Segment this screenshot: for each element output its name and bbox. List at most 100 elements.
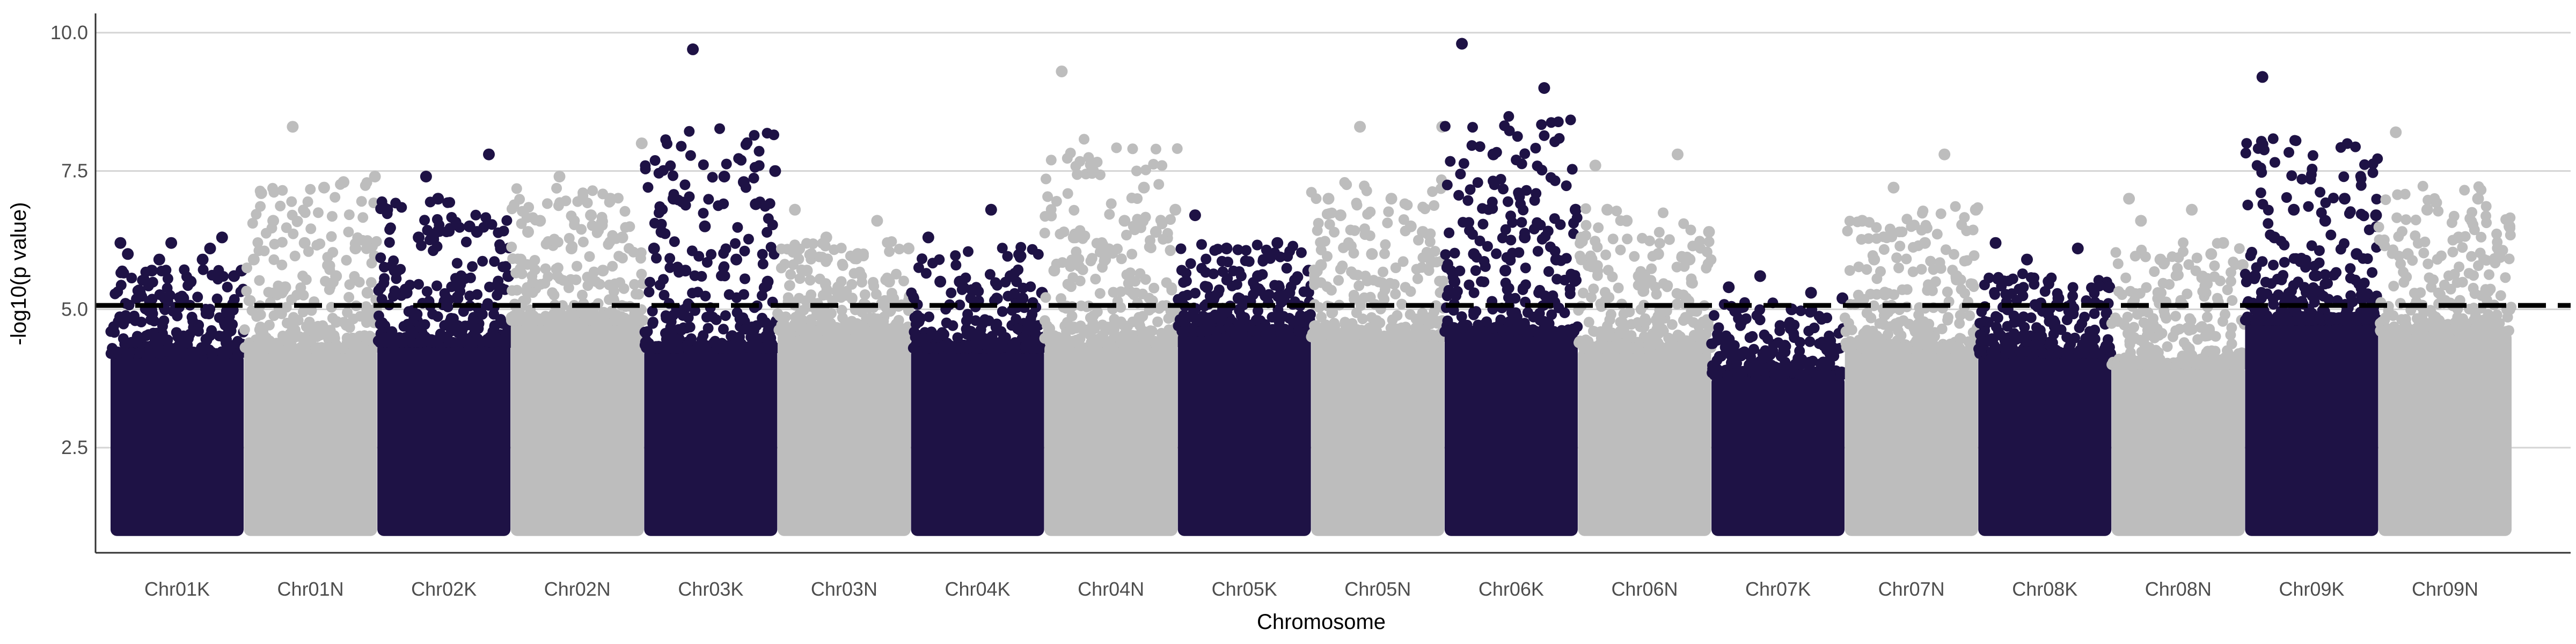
data-point xyxy=(1503,111,1514,122)
chromosome-group-chr04k xyxy=(906,203,1049,536)
data-point xyxy=(315,330,326,341)
data-point xyxy=(1468,309,1479,320)
data-point xyxy=(1235,310,1247,321)
data-point xyxy=(1664,234,1675,245)
x-axis-title: Chromosome xyxy=(1257,610,1386,634)
data-point xyxy=(875,324,886,335)
data-point xyxy=(2089,333,2101,345)
peak-point xyxy=(597,265,609,277)
data-point xyxy=(2262,288,2273,299)
data-point xyxy=(1514,324,1526,335)
x-tick-label: Chr06N xyxy=(1611,578,1678,600)
x-tick-label: Chr01K xyxy=(144,578,210,600)
data-point xyxy=(1292,314,1303,326)
data-point xyxy=(486,337,497,348)
peak-point xyxy=(267,215,280,227)
data-point xyxy=(313,207,324,218)
data-point xyxy=(1391,331,1402,342)
data-point xyxy=(718,198,729,209)
data-point xyxy=(298,306,309,318)
data-point xyxy=(1487,323,1498,334)
data-point xyxy=(1464,225,1475,236)
data-point xyxy=(594,279,605,290)
data-point xyxy=(1443,259,1453,270)
data-point xyxy=(1130,276,1141,287)
data-point xyxy=(2322,278,2333,289)
data-point xyxy=(2468,270,2479,281)
data-point xyxy=(252,237,264,248)
data-point xyxy=(1181,275,1192,287)
data-point xyxy=(1439,121,1451,132)
data-point xyxy=(1185,258,1196,269)
peak-point xyxy=(2504,220,2515,232)
data-point xyxy=(775,262,787,274)
data-point xyxy=(253,245,265,257)
data-point xyxy=(2335,312,2346,324)
data-point xyxy=(2398,277,2410,288)
chromosome-group-chr06k xyxy=(1439,38,1583,536)
peak-point xyxy=(1703,226,1715,238)
data-point xyxy=(1166,282,1177,294)
data-point xyxy=(442,197,453,208)
data-point xyxy=(1592,241,1603,253)
data-point xyxy=(2418,326,2429,337)
data-point xyxy=(1108,287,1119,298)
data-point xyxy=(1440,325,1452,336)
data-point xyxy=(2467,207,2478,218)
data-point xyxy=(133,333,144,345)
data-point xyxy=(2246,246,2257,258)
peak-point xyxy=(903,243,914,254)
peak-point xyxy=(1048,265,1060,277)
dense-points-block xyxy=(2379,331,2512,536)
data-point xyxy=(501,215,513,226)
data-point xyxy=(2140,251,2151,262)
data-point xyxy=(1061,336,1072,347)
data-point xyxy=(2433,324,2443,334)
data-point xyxy=(1518,204,1529,216)
data-point xyxy=(500,261,511,272)
peak-point xyxy=(616,231,628,244)
peak-point xyxy=(1468,248,1480,260)
data-point xyxy=(1382,217,1393,229)
data-point xyxy=(2448,210,2460,222)
data-point xyxy=(1536,233,1548,245)
data-point xyxy=(1891,252,1902,264)
data-point xyxy=(303,246,314,257)
data-point xyxy=(2324,315,2336,326)
data-point xyxy=(1936,323,1948,334)
y-tick-label: 5.0 xyxy=(61,298,88,320)
data-point xyxy=(2363,224,2375,236)
data-point xyxy=(1795,305,1806,317)
data-point xyxy=(441,292,452,303)
data-point xyxy=(1150,143,1161,155)
data-point xyxy=(1580,203,1591,214)
data-point xyxy=(2029,272,2040,283)
data-point xyxy=(2101,308,2112,319)
data-point xyxy=(552,262,564,274)
data-point xyxy=(703,194,714,205)
peak-point xyxy=(2236,259,2249,271)
peak-point xyxy=(2268,231,2280,244)
data-point xyxy=(1505,210,1516,222)
data-point xyxy=(1491,248,1502,259)
data-point xyxy=(2409,288,2420,299)
data-point xyxy=(785,269,796,280)
data-point xyxy=(1405,286,1416,297)
data-point xyxy=(2468,282,2479,294)
data-point xyxy=(1298,286,1309,297)
y-tick-label: 7.5 xyxy=(61,160,88,182)
data-point xyxy=(262,341,274,352)
data-point xyxy=(1764,349,1775,361)
data-point xyxy=(1586,292,1597,303)
data-point xyxy=(1626,330,1637,341)
peak-point xyxy=(1569,203,1582,216)
data-point xyxy=(1497,232,1508,244)
data-point xyxy=(630,289,641,299)
data-point xyxy=(2228,354,2240,365)
peak-point xyxy=(413,231,425,244)
data-point xyxy=(1367,331,1379,342)
peak-point xyxy=(1334,209,1346,222)
data-point xyxy=(1422,331,1433,342)
data-point xyxy=(138,274,150,285)
data-point xyxy=(1844,215,1855,226)
